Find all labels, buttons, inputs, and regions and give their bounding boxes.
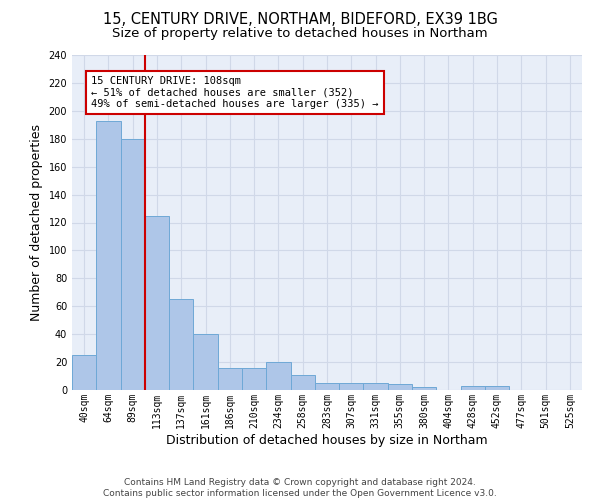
Bar (266, 362, 290, 390)
Y-axis label: Number of detached properties: Number of detached properties (30, 124, 43, 321)
Bar (485, 386, 509, 390)
Text: Contains HM Land Registry data © Crown copyright and database right 2024.
Contai: Contains HM Land Registry data © Crown c… (103, 478, 497, 498)
Bar (412, 387, 436, 390)
Bar (339, 383, 364, 390)
Bar (461, 386, 485, 390)
Bar (388, 384, 412, 390)
Bar (290, 374, 315, 390)
Text: 15 CENTURY DRIVE: 108sqm
← 51% of detached houses are smaller (352)
49% of semi-: 15 CENTURY DRIVE: 108sqm ← 51% of detach… (91, 76, 379, 109)
X-axis label: Distribution of detached houses by size in Northam: Distribution of detached houses by size … (166, 434, 488, 446)
Bar (121, 138, 145, 390)
Bar (193, 334, 218, 390)
Text: 15, CENTURY DRIVE, NORTHAM, BIDEFORD, EX39 1BG: 15, CENTURY DRIVE, NORTHAM, BIDEFORD, EX… (103, 12, 497, 28)
Bar (315, 383, 339, 390)
Bar (72, 355, 96, 390)
Bar (169, 300, 193, 390)
Bar (96, 120, 121, 390)
Bar (218, 368, 242, 390)
Text: Size of property relative to detached houses in Northam: Size of property relative to detached ho… (112, 28, 488, 40)
Bar (242, 368, 266, 390)
Bar (364, 383, 388, 390)
Bar (145, 216, 169, 390)
